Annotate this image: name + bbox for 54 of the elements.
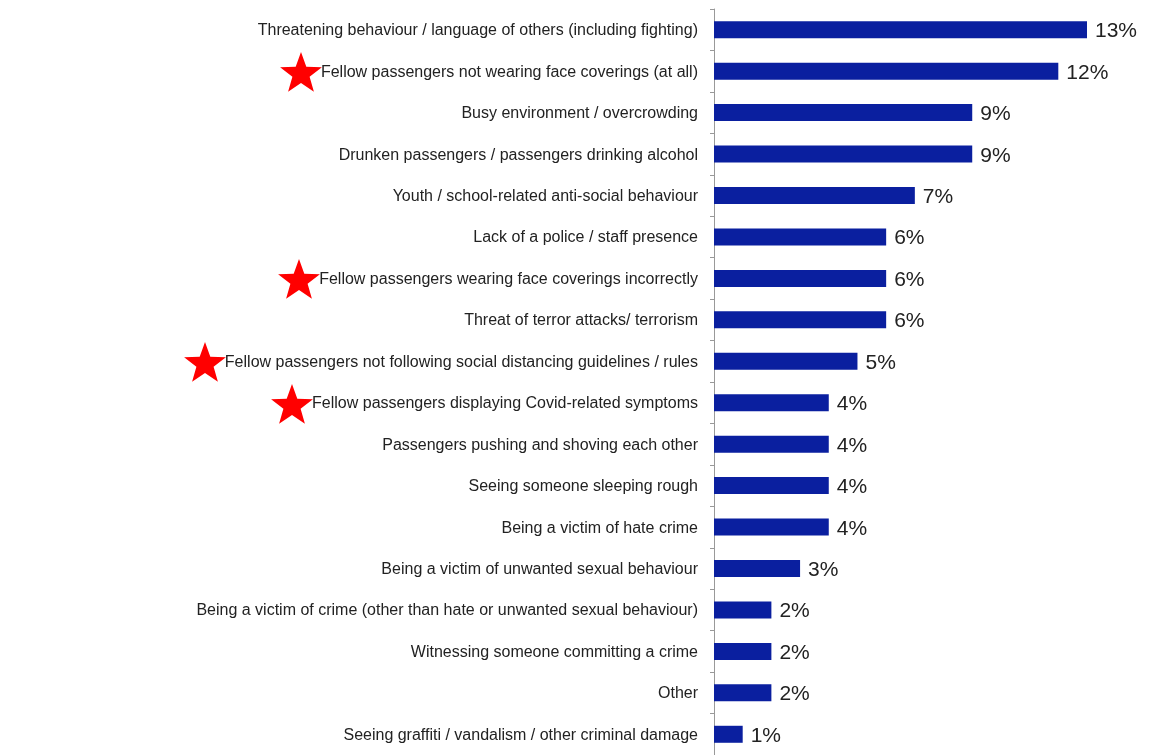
bar xyxy=(714,684,772,702)
bar xyxy=(714,601,772,619)
bar xyxy=(714,642,772,660)
bar xyxy=(714,145,973,163)
y-tick-label: Seeing graffiti / vandalism / other criminal damage xyxy=(343,725,699,743)
data-label: 13% xyxy=(1095,18,1138,42)
y-tick-label: Drunken passengers / passengers drinking alcohol xyxy=(338,145,698,163)
data-label: 6% xyxy=(894,266,925,290)
bar xyxy=(714,518,829,536)
data-label: 4% xyxy=(836,474,868,498)
y-tick-label: Threat of terror attacks/ terrorism xyxy=(464,311,698,329)
y-tick-label: Other xyxy=(657,684,699,702)
data-label: 6% xyxy=(894,225,925,249)
bar xyxy=(714,21,1087,39)
bar xyxy=(714,269,887,287)
data-label: 7% xyxy=(922,184,954,207)
y-tick-label: Being a victim of crime (other than hate or unwanted sexual behaviour) xyxy=(196,601,698,619)
y-tick-label: Fellow passengers not wearing face coverings (at all) xyxy=(320,62,698,80)
bar xyxy=(714,62,1059,80)
y-tick-label: Threatening behaviour / language of others (including fighting) xyxy=(257,21,698,39)
y-tick-label: Busy environment / overcrowding xyxy=(461,104,698,122)
data-label: 12% xyxy=(1066,59,1109,83)
data-label: 4% xyxy=(836,515,868,539)
y-tick-label: Fellow passengers not following social distancing guidelines / rules xyxy=(224,352,698,370)
data-label: 3% xyxy=(808,557,839,580)
data-label: 9% xyxy=(980,101,1011,125)
bar xyxy=(714,104,973,122)
data-label: 4% xyxy=(836,432,868,456)
y-tick-label: Lack of a police / staff presence xyxy=(473,228,699,246)
bar xyxy=(714,311,887,329)
y-tick-label: Seeing someone sleeping rough xyxy=(468,477,698,495)
data-label: 2% xyxy=(779,639,810,663)
data-label: 1% xyxy=(750,722,782,746)
data-label: 2% xyxy=(779,598,810,622)
y-tick-label: Fellow passengers displaying Covid-related symptoms xyxy=(312,394,698,412)
bar xyxy=(714,435,829,453)
data-label: 6% xyxy=(894,308,925,332)
bar xyxy=(714,187,915,204)
bar xyxy=(714,725,743,743)
bar xyxy=(714,560,801,577)
y-tick-label: Witnessing someone committing a crime xyxy=(410,642,699,660)
bar xyxy=(714,477,829,495)
data-label: 2% xyxy=(779,681,810,705)
y-tick-label: Passengers pushing and shoving each other xyxy=(382,435,699,453)
data-label: 5% xyxy=(865,349,896,373)
bar xyxy=(714,352,858,370)
y-tick-label: Being a victim of unwanted sexual behaviour xyxy=(381,560,699,577)
bar xyxy=(714,228,887,246)
y-tick-label: Fellow passengers wearing face coverings incorrectly xyxy=(319,269,698,287)
y-tick-label: Youth / school-related anti-social behaviour xyxy=(392,187,699,204)
data-label: 4% xyxy=(836,391,868,415)
y-tick-label: Being a victim of hate crime xyxy=(501,518,699,536)
data-label: 9% xyxy=(980,142,1011,166)
bar xyxy=(714,394,829,412)
